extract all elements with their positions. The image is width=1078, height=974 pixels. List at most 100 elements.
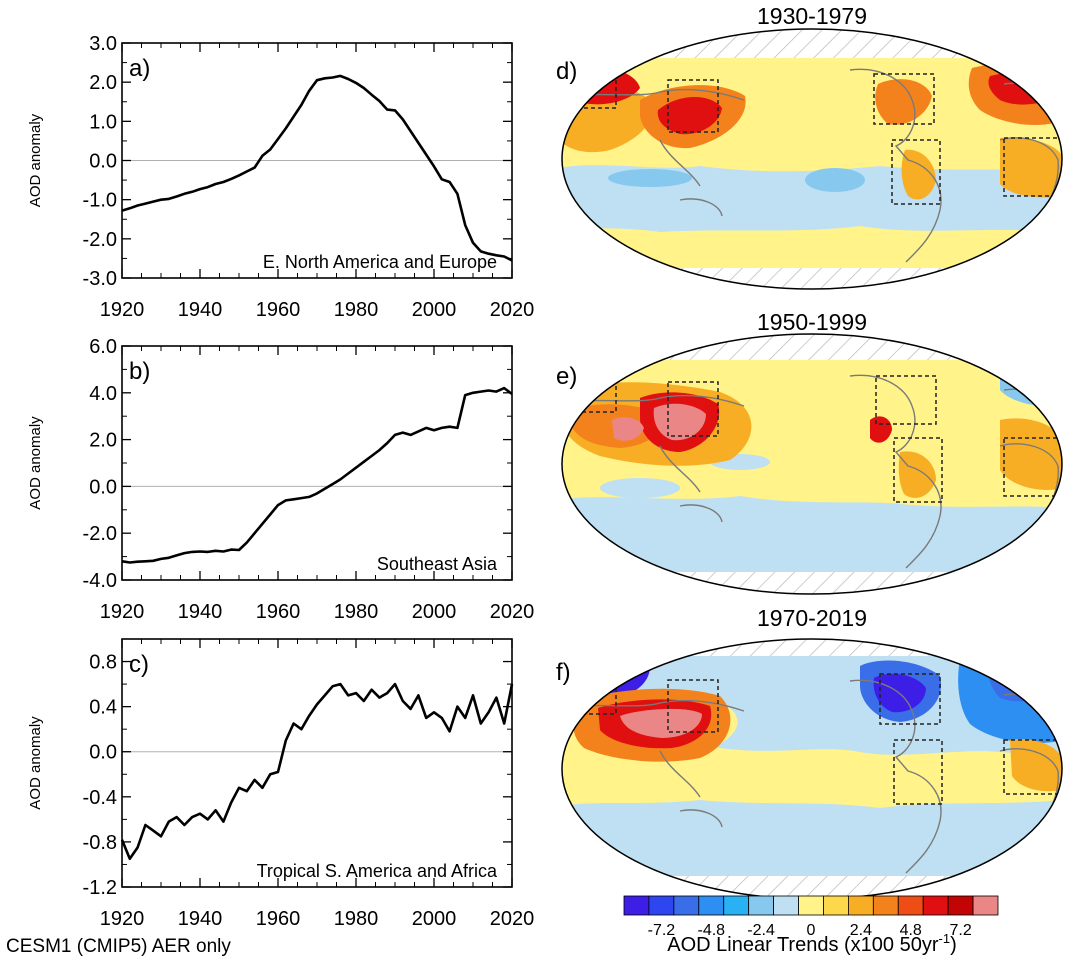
region-title: Tropical S. America and Africa xyxy=(257,861,498,881)
y-axis-label: AOD anomaly xyxy=(27,416,44,510)
region-title: E. North America and Europe xyxy=(263,252,497,272)
x-tick-label: 1980 xyxy=(334,299,379,321)
x-tick-label: 2000 xyxy=(412,601,457,623)
y-tick-label: 0.4 xyxy=(89,697,117,719)
y-tick-label: -0.8 xyxy=(83,832,117,854)
colorbar-tick-label: 0 xyxy=(807,922,816,939)
line-chart-b: -4.0 -2.0 0.0 2.0 4.0 6.0 1920 1940 1960 1980 2000… xyxy=(27,336,534,623)
map-panel-label-e: e) xyxy=(556,363,577,390)
plot-frame xyxy=(121,42,513,279)
map-blob-e xyxy=(600,478,680,498)
map-blob-e xyxy=(612,417,644,441)
colorbar-swatch xyxy=(623,895,650,916)
plot-frame xyxy=(121,638,513,888)
map-border-d xyxy=(561,28,1063,290)
map-panel-label-f: f) xyxy=(556,659,571,686)
map-blob-d xyxy=(608,169,692,187)
region-box-e xyxy=(875,375,937,425)
y-tick-label: 4.0 xyxy=(89,383,117,405)
y-axis-label: AOD anomaly xyxy=(27,113,44,207)
x-tick-label: 2020 xyxy=(490,299,535,321)
map-coastline-f xyxy=(579,699,745,828)
y-tick-label: 3.0 xyxy=(89,33,117,55)
region-box-e xyxy=(1003,437,1062,497)
region-box-e xyxy=(667,381,719,437)
x-tick-label: 2020 xyxy=(490,601,535,623)
colorbar-swatch xyxy=(698,895,725,916)
series-line xyxy=(120,682,514,861)
map-border-e xyxy=(561,333,1063,595)
colorbar-swatch xyxy=(823,895,849,916)
colorbar-tick-label: -4.8 xyxy=(698,922,726,939)
colorbar-tick-label: 2.4 xyxy=(850,922,872,939)
series-line xyxy=(121,386,513,564)
map-panel-f: 1970-2019 f) xyxy=(556,605,1063,900)
x-tick-label: 2000 xyxy=(412,299,457,321)
colorbar-swatch xyxy=(872,895,899,916)
map-blob-d xyxy=(875,79,932,125)
colorbar-swatch xyxy=(723,895,750,916)
colorbar-label-superscript: -1 xyxy=(939,931,951,946)
y-tick-label: -1.0 xyxy=(83,190,117,212)
map-blob-f xyxy=(569,660,625,688)
colorbar-label: AOD Linear Trends (x100 50yr-1) xyxy=(667,931,956,956)
colorbar-tick-label: -2.4 xyxy=(747,922,775,939)
colorbar-swatch xyxy=(848,895,874,916)
x-tick-label: 1920 xyxy=(100,908,145,930)
line-chart-c: -1.2 -0.8 -0.4 0.0 0.4 0.8 1920 1940 1960 1980 200… xyxy=(27,638,535,930)
series-line xyxy=(121,74,513,262)
colorbar-tick-label: 4.8 xyxy=(900,922,922,939)
region-title: Southeast Asia xyxy=(377,554,498,574)
map-coastline-d xyxy=(849,68,942,263)
colorbar-swatch xyxy=(673,895,700,916)
map-blob-d xyxy=(901,149,936,200)
y-tick-label: 0.8 xyxy=(89,652,117,674)
colorbar-tick-label: 7.2 xyxy=(949,922,971,939)
y-tick-label: 0.0 xyxy=(89,151,117,173)
y-tick-label: 6.0 xyxy=(89,336,117,358)
panel-label: c) xyxy=(129,651,149,678)
x-tick-label: 2020 xyxy=(490,908,535,930)
panel-label: b) xyxy=(129,358,150,385)
panel-label: a) xyxy=(129,55,150,82)
colorbar-swatch xyxy=(972,895,999,916)
line-chart-a: -3.0 -2.0 -1.0 0.0 1.0 2.0 3.0 1920 1940 1960 1980… xyxy=(27,33,534,321)
y-tick-label: -0.4 xyxy=(83,787,117,809)
region-box-f xyxy=(893,739,943,805)
region-box-d xyxy=(891,139,941,205)
region-box-f xyxy=(1003,739,1062,795)
x-tick-label: 1920 xyxy=(100,299,145,321)
colorbar-swatch xyxy=(897,895,924,916)
map-panel-e: 1950-1999 e) xyxy=(556,309,1063,595)
colorbar-swatch xyxy=(947,895,974,916)
region-box-d xyxy=(873,73,935,125)
x-tick-label: 1960 xyxy=(256,299,301,321)
x-tick-label: 1960 xyxy=(256,601,301,623)
x-tick-label: 1980 xyxy=(334,601,379,623)
y-tick-label: 2.0 xyxy=(89,430,117,452)
map-coastline-d xyxy=(579,88,745,217)
region-box-e xyxy=(893,437,943,503)
map-coastline-f xyxy=(849,679,942,874)
map-ocean-band-e xyxy=(562,496,1062,572)
colorbar-swatch xyxy=(773,895,799,916)
region-box-f xyxy=(667,679,719,733)
region-box-f xyxy=(879,673,941,725)
map-blob-e xyxy=(653,403,706,441)
map-blob-e xyxy=(898,451,936,498)
colorbar-swatch xyxy=(648,895,675,916)
map-blob-f xyxy=(620,708,702,738)
map-title-d: 1930-1979 xyxy=(757,3,867,29)
map-coastline-e xyxy=(579,394,745,523)
map-panel-label-d: d) xyxy=(556,58,577,85)
x-tick-label: 2000 xyxy=(412,908,457,930)
y-tick-label: -1.2 xyxy=(83,877,117,899)
y-tick-label: 0.0 xyxy=(89,476,117,498)
map-blob-d xyxy=(657,97,722,135)
map-blob-e xyxy=(1000,418,1062,490)
colorbar-swatch xyxy=(748,895,774,916)
y-tick-label: 2.0 xyxy=(89,72,117,94)
plot-frame xyxy=(121,345,513,581)
colorbar-swatch xyxy=(922,895,949,916)
